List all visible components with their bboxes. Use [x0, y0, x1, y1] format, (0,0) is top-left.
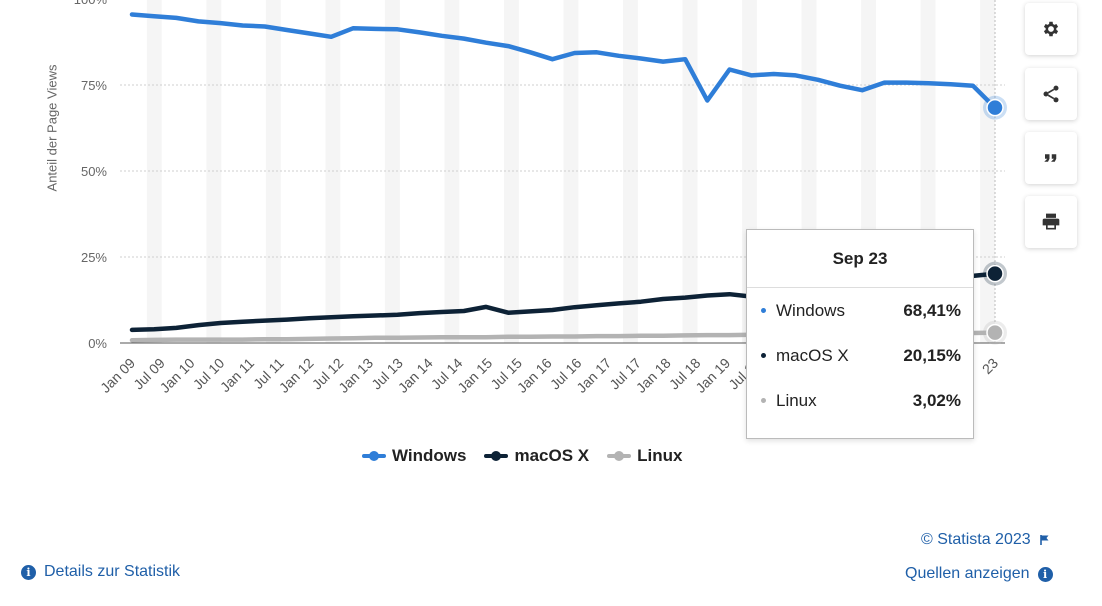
y-axis-label: Anteil der Page Views — [44, 64, 60, 192]
grid-band — [563, 0, 579, 343]
quote-icon — [1044, 154, 1057, 162]
x-tick-label: Jan 12 — [276, 355, 317, 396]
grid-band — [623, 0, 638, 343]
tooltip-title: Sep 23 — [747, 230, 973, 288]
x-tick-label: Jan 10 — [157, 355, 198, 396]
print-button[interactable] — [1025, 196, 1077, 248]
x-tick-label: Jan 18 — [633, 355, 674, 396]
cite-button[interactable] — [1025, 132, 1077, 184]
copyright-link[interactable]: © Statista 2023 — [921, 531, 1051, 549]
chart-tooltip: Sep 23 Windows 68,41% macOS X 20,15% Lin… — [746, 229, 974, 439]
bullet-icon — [761, 398, 766, 403]
legend-item-macos[interactable]: macOS X — [484, 446, 589, 466]
info-icon: i — [21, 564, 36, 580]
data-point — [986, 98, 1004, 117]
bullet-icon — [761, 308, 766, 313]
sources-link[interactable]: Quellen anzeigen i — [905, 565, 1053, 583]
legend-label: Windows — [392, 446, 467, 465]
grid-band — [980, 0, 995, 343]
gear-icon — [1043, 21, 1059, 37]
bullet-icon — [761, 353, 766, 358]
chart-legend: Windows macOS X Linux — [362, 446, 682, 466]
details-label: Details zur Statistik — [44, 563, 181, 580]
settings-button[interactable] — [1025, 3, 1077, 55]
x-tick-label: 23 — [979, 355, 1001, 377]
tooltip-series-value: 20,15% — [903, 345, 961, 365]
y-tick-label: 50% — [81, 164, 107, 179]
x-tick-label: Jan 16 — [514, 355, 555, 396]
legend-item-linux[interactable]: Linux — [607, 446, 682, 466]
tooltip-series-name: macOS X — [776, 345, 849, 365]
grid-band — [146, 0, 162, 343]
series-line — [129, 12, 998, 110]
x-tick-label: Jan 17 — [573, 355, 614, 396]
x-tick-label: Jan 14 — [395, 355, 436, 396]
tooltip-row-windows: Windows 68,41% — [747, 288, 973, 333]
share-icon — [1043, 85, 1059, 103]
tooltip-series-value: 68,41% — [903, 300, 961, 320]
legend-marker-icon — [484, 451, 509, 461]
tooltip-row-macos: macOS X 20,15% — [747, 333, 973, 378]
info-icon: i — [1037, 566, 1053, 582]
tooltip-series-name: Windows — [776, 300, 845, 320]
copyright-text: © Statista 2023 — [921, 531, 1031, 548]
legend-marker-icon — [607, 451, 632, 461]
sources-label: Quellen anzeigen — [905, 565, 1030, 582]
y-tick-label: 100% — [74, 0, 108, 7]
print-icon — [1042, 213, 1060, 230]
x-tick-label: Jan 19 — [692, 355, 733, 396]
tooltip-row-linux: Linux 3,02% — [747, 378, 973, 423]
x-tick-label: Jan 09 — [97, 355, 138, 396]
x-tick-label: Jan 13 — [335, 355, 376, 396]
y-tick-label: 25% — [81, 250, 107, 265]
data-point — [986, 323, 1004, 342]
x-tick-label: Jan 15 — [454, 355, 495, 396]
data-point — [986, 264, 1004, 283]
legend-item-windows[interactable]: Windows — [362, 446, 466, 466]
flag-icon — [1039, 535, 1049, 545]
details-link[interactable]: i Details zur Statistik — [21, 563, 180, 581]
share-button[interactable] — [1025, 68, 1077, 120]
tooltip-series-value: 3,02% — [912, 390, 961, 410]
y-tick-label: 75% — [81, 78, 107, 93]
grid-band — [503, 0, 519, 343]
x-tick-label: Jan 11 — [217, 355, 257, 395]
y-tick-label: 0% — [88, 336, 107, 351]
legend-label: macOS X — [514, 446, 590, 465]
legend-marker-icon — [362, 451, 386, 461]
legend-label: Linux — [637, 446, 683, 465]
tooltip-series-name: Linux — [776, 390, 817, 410]
